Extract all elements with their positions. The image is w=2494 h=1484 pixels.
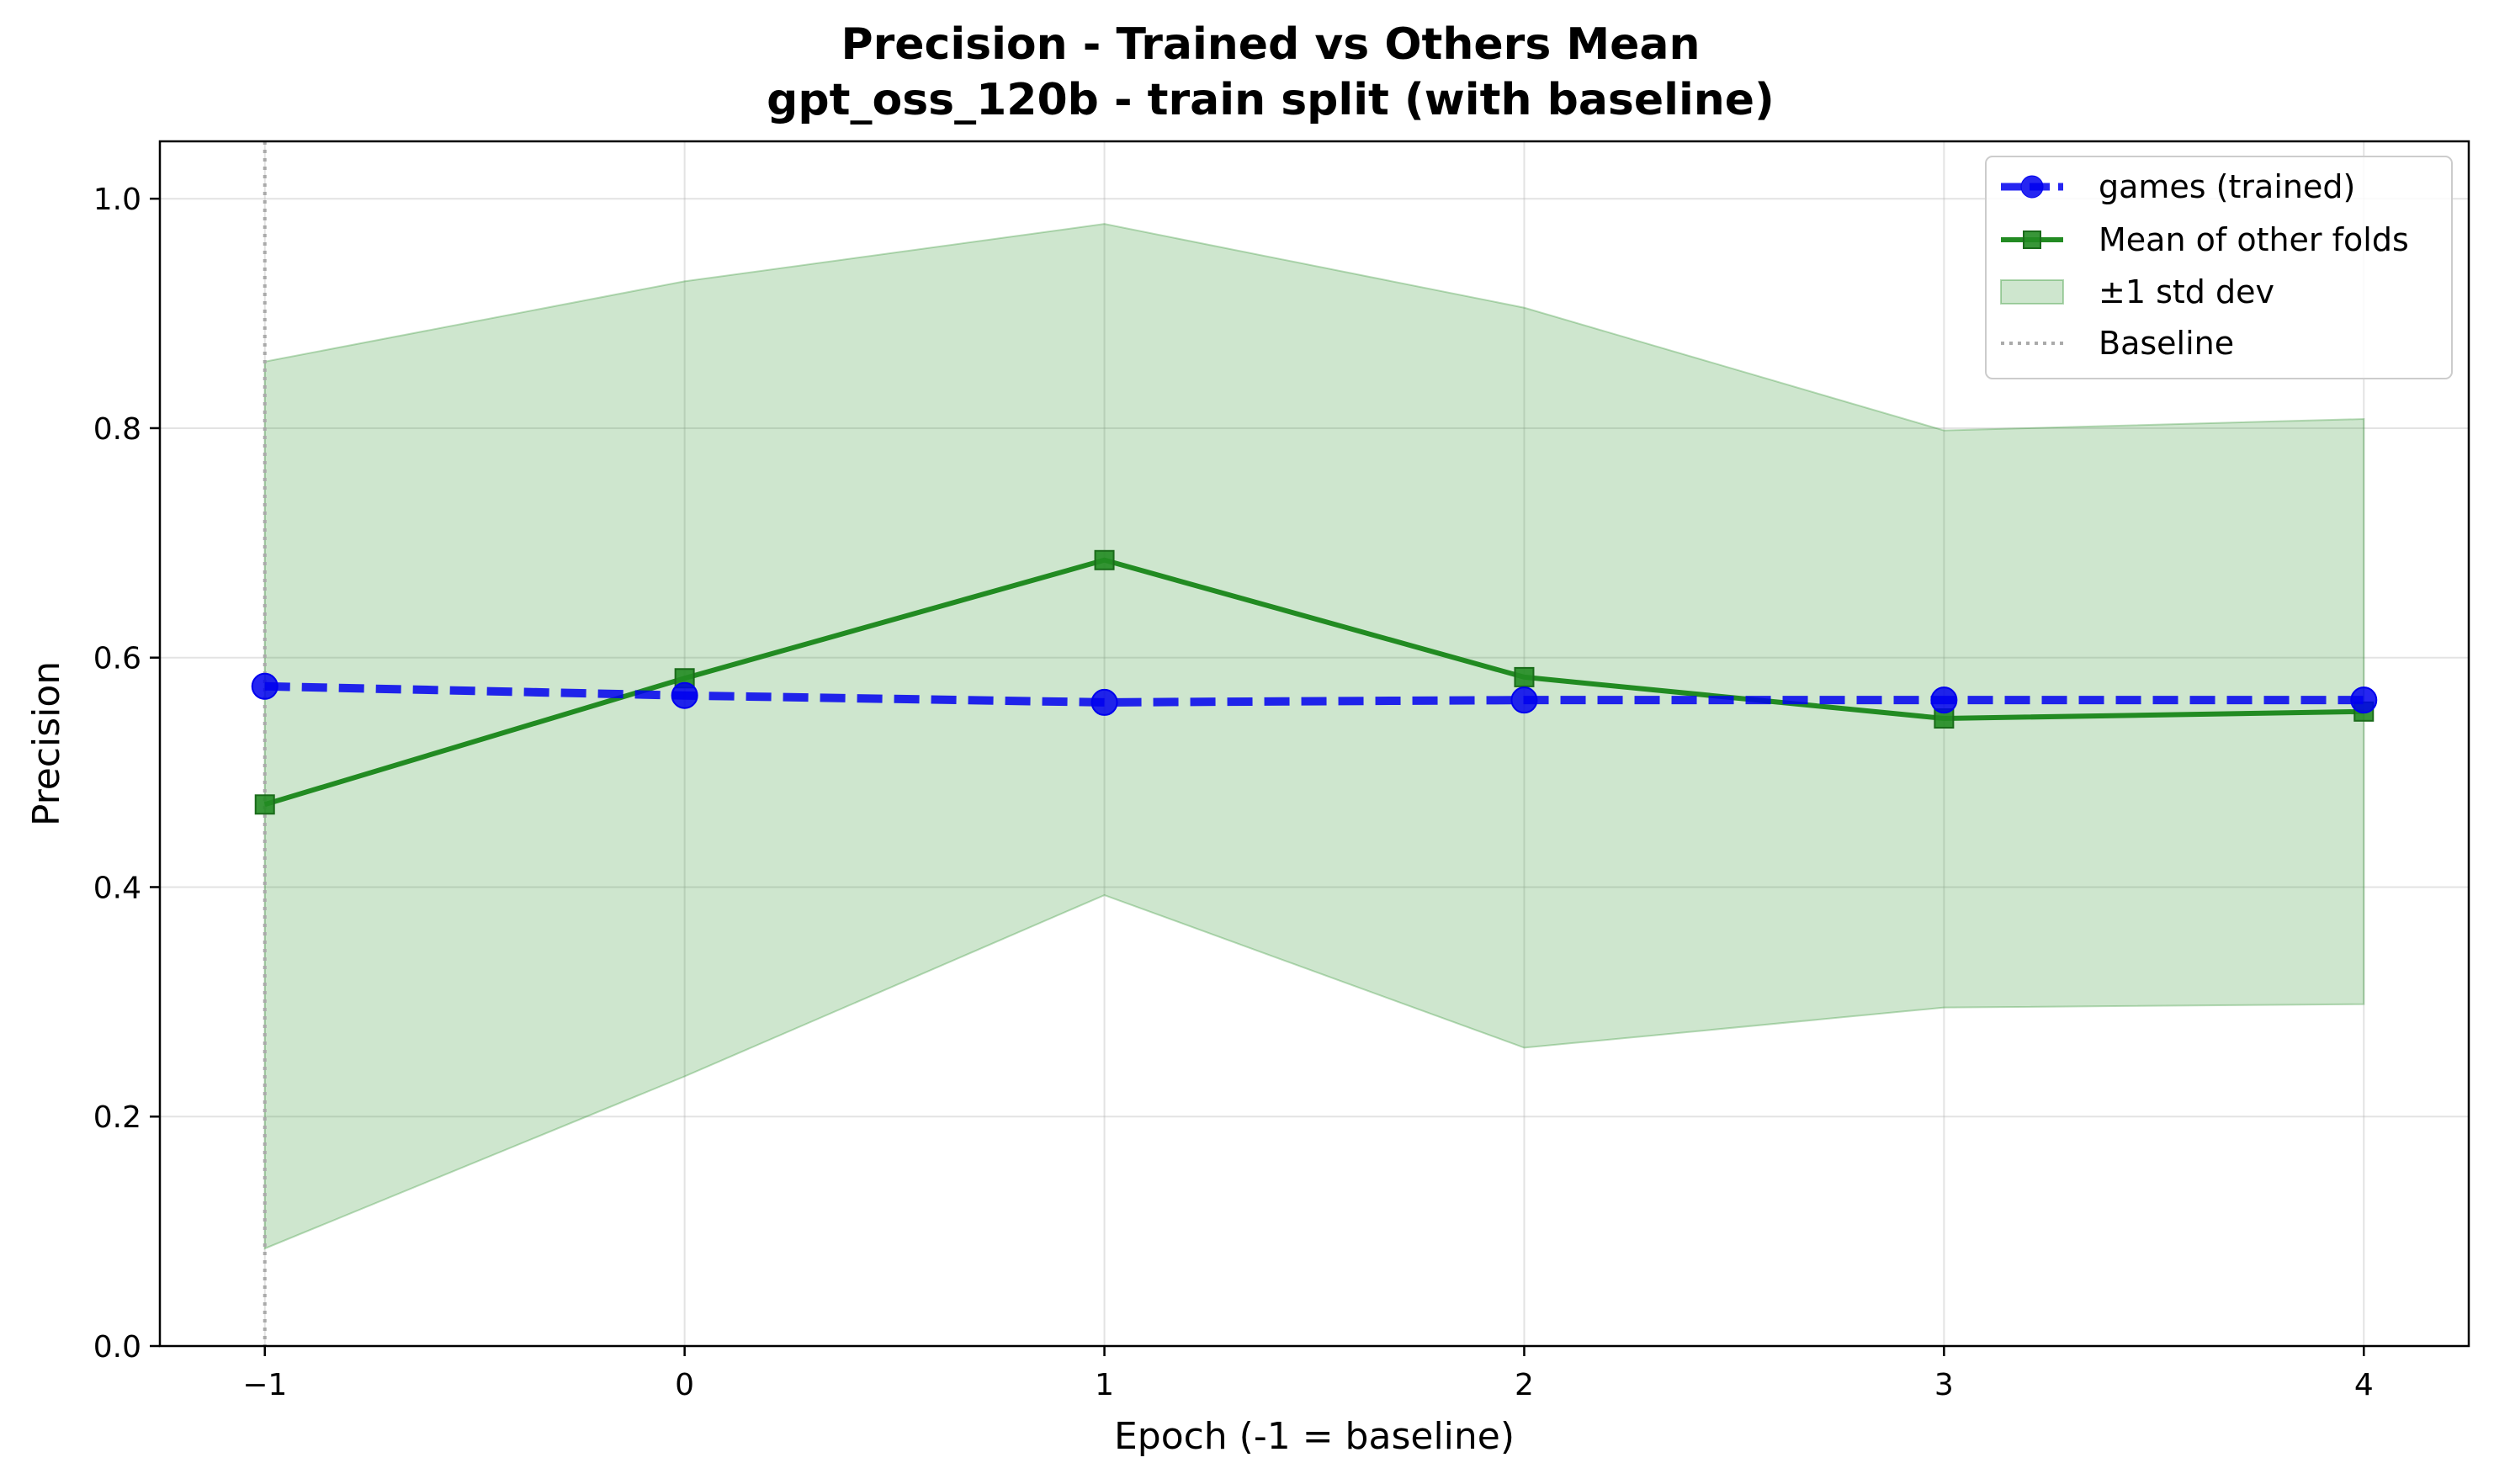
x-tick-label-1: 0	[675, 1368, 694, 1402]
x-tick-label-2: 1	[1095, 1368, 1114, 1402]
legend-marker-trained	[2020, 175, 2044, 199]
series-line-trained	[264, 681, 2364, 707]
legend-item-mean: Mean of other folds	[2001, 221, 2409, 258]
point-trained-1	[671, 681, 698, 709]
legend-label-mean: Mean of other folds	[2099, 221, 2409, 258]
legend-label-baseline: Baseline	[2099, 325, 2234, 362]
y-tick-label-5: 1.0	[93, 183, 141, 217]
plot-frame	[158, 140, 2470, 1348]
series-line-mean	[263, 557, 2364, 808]
point-trained-4	[1930, 686, 1958, 714]
x-axis-label: Epoch (-1 = baseline)	[1114, 1415, 1515, 1458]
legend-marker-mean	[2023, 231, 2041, 249]
legend-item-baseline: Baseline	[2001, 325, 2234, 362]
legend: games (trained) Mean of other folds ±1 s…	[1985, 156, 2453, 379]
x-tick-label-4: 3	[1934, 1368, 1954, 1402]
std-dev-band-area	[263, 223, 2365, 1250]
point-mean-3	[1514, 666, 1535, 687]
y-tick-label-4: 0.8	[93, 412, 141, 447]
chart-subtitle: gpt_oss_120b - train split (with baselin…	[767, 75, 1775, 125]
legend-frame	[1985, 156, 2453, 379]
legend-label-trained: games (trained)	[2099, 168, 2355, 205]
x-tick-label-0: −1	[242, 1368, 287, 1402]
point-trained-5	[2350, 686, 2378, 714]
x-tick-label-5: 4	[2354, 1368, 2374, 1402]
y-tick-label-0: 0.0	[93, 1330, 141, 1365]
point-trained-0	[251, 672, 279, 700]
legend-item-band: ±1 std dev	[2000, 273, 2274, 310]
point-trained-3	[1510, 686, 1538, 714]
legend-item-trained: games (trained)	[2001, 168, 2355, 205]
std-dev-band	[263, 223, 2365, 1250]
y-tick-label-3: 0.6	[93, 642, 141, 676]
point-mean-0	[254, 794, 275, 815]
y-tick-label-1: 0.2	[93, 1100, 141, 1135]
legend-swatch-band	[2000, 279, 2064, 305]
y-axis-ticks: 0.0 0.2 0.4 0.6 0.8 1.0	[93, 183, 160, 1365]
series-layer	[251, 549, 2378, 815]
point-mean-2	[1094, 549, 1115, 570]
chart-title: Precision - Trained vs Others Mean	[841, 19, 1700, 70]
point-trained-2	[1090, 688, 1118, 716]
x-axis-ticks: −1 0 1 2 3 4	[242, 1346, 2374, 1402]
y-axis-label: Precision	[25, 661, 68, 826]
y-tick-label-2: 0.4	[93, 871, 141, 905]
x-tick-label-3: 2	[1515, 1368, 1534, 1402]
legend-label-band: ±1 std dev	[2099, 273, 2274, 310]
